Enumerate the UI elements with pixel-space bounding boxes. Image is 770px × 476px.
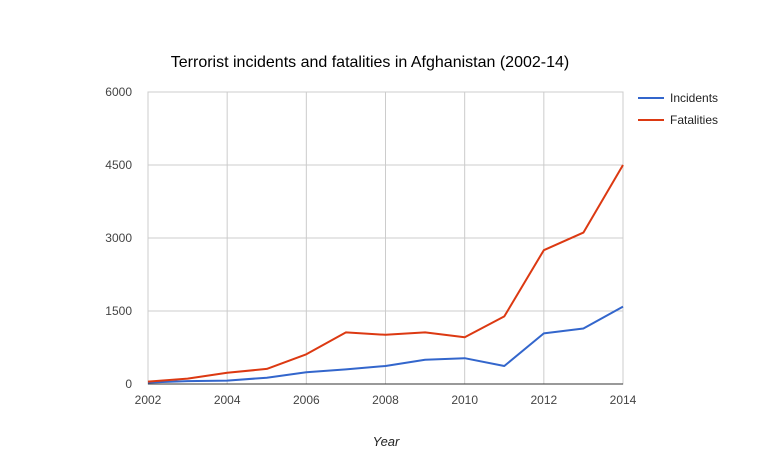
x-tick-label: 2010 xyxy=(451,393,478,407)
y-tick-label: 6000 xyxy=(105,85,132,99)
y-tick-label: 4500 xyxy=(105,158,132,172)
legend: Incidents Fatalities xyxy=(638,91,718,127)
legend-label-fatalities: Fatalities xyxy=(670,113,718,127)
x-tick-label: 2008 xyxy=(372,393,399,407)
chart-title: Terrorist incidents and fatalities in Af… xyxy=(171,54,569,71)
x-tick-label: 2012 xyxy=(530,393,557,407)
legend-label-incidents: Incidents xyxy=(670,91,718,105)
x-tick-label: 2002 xyxy=(135,393,162,407)
series-line-incidents xyxy=(147,305,624,384)
y-tick-label: 3000 xyxy=(105,231,132,245)
y-axis-ticks: 0 1500 3000 4500 6000 xyxy=(105,85,132,391)
plot-gridlines xyxy=(147,91,624,385)
series-line-fatalities xyxy=(147,164,624,383)
y-tick-label: 0 xyxy=(125,377,132,391)
x-tick-label: 2004 xyxy=(214,393,241,407)
x-tick-label: 2006 xyxy=(293,393,320,407)
x-axis-title: Year xyxy=(373,434,400,449)
x-tick-label: 2014 xyxy=(610,393,637,407)
series-layer xyxy=(147,164,624,384)
x-axis-ticks: 2002 2004 2006 2008 2010 2012 2014 xyxy=(135,393,637,407)
y-tick-label: 1500 xyxy=(105,304,132,318)
